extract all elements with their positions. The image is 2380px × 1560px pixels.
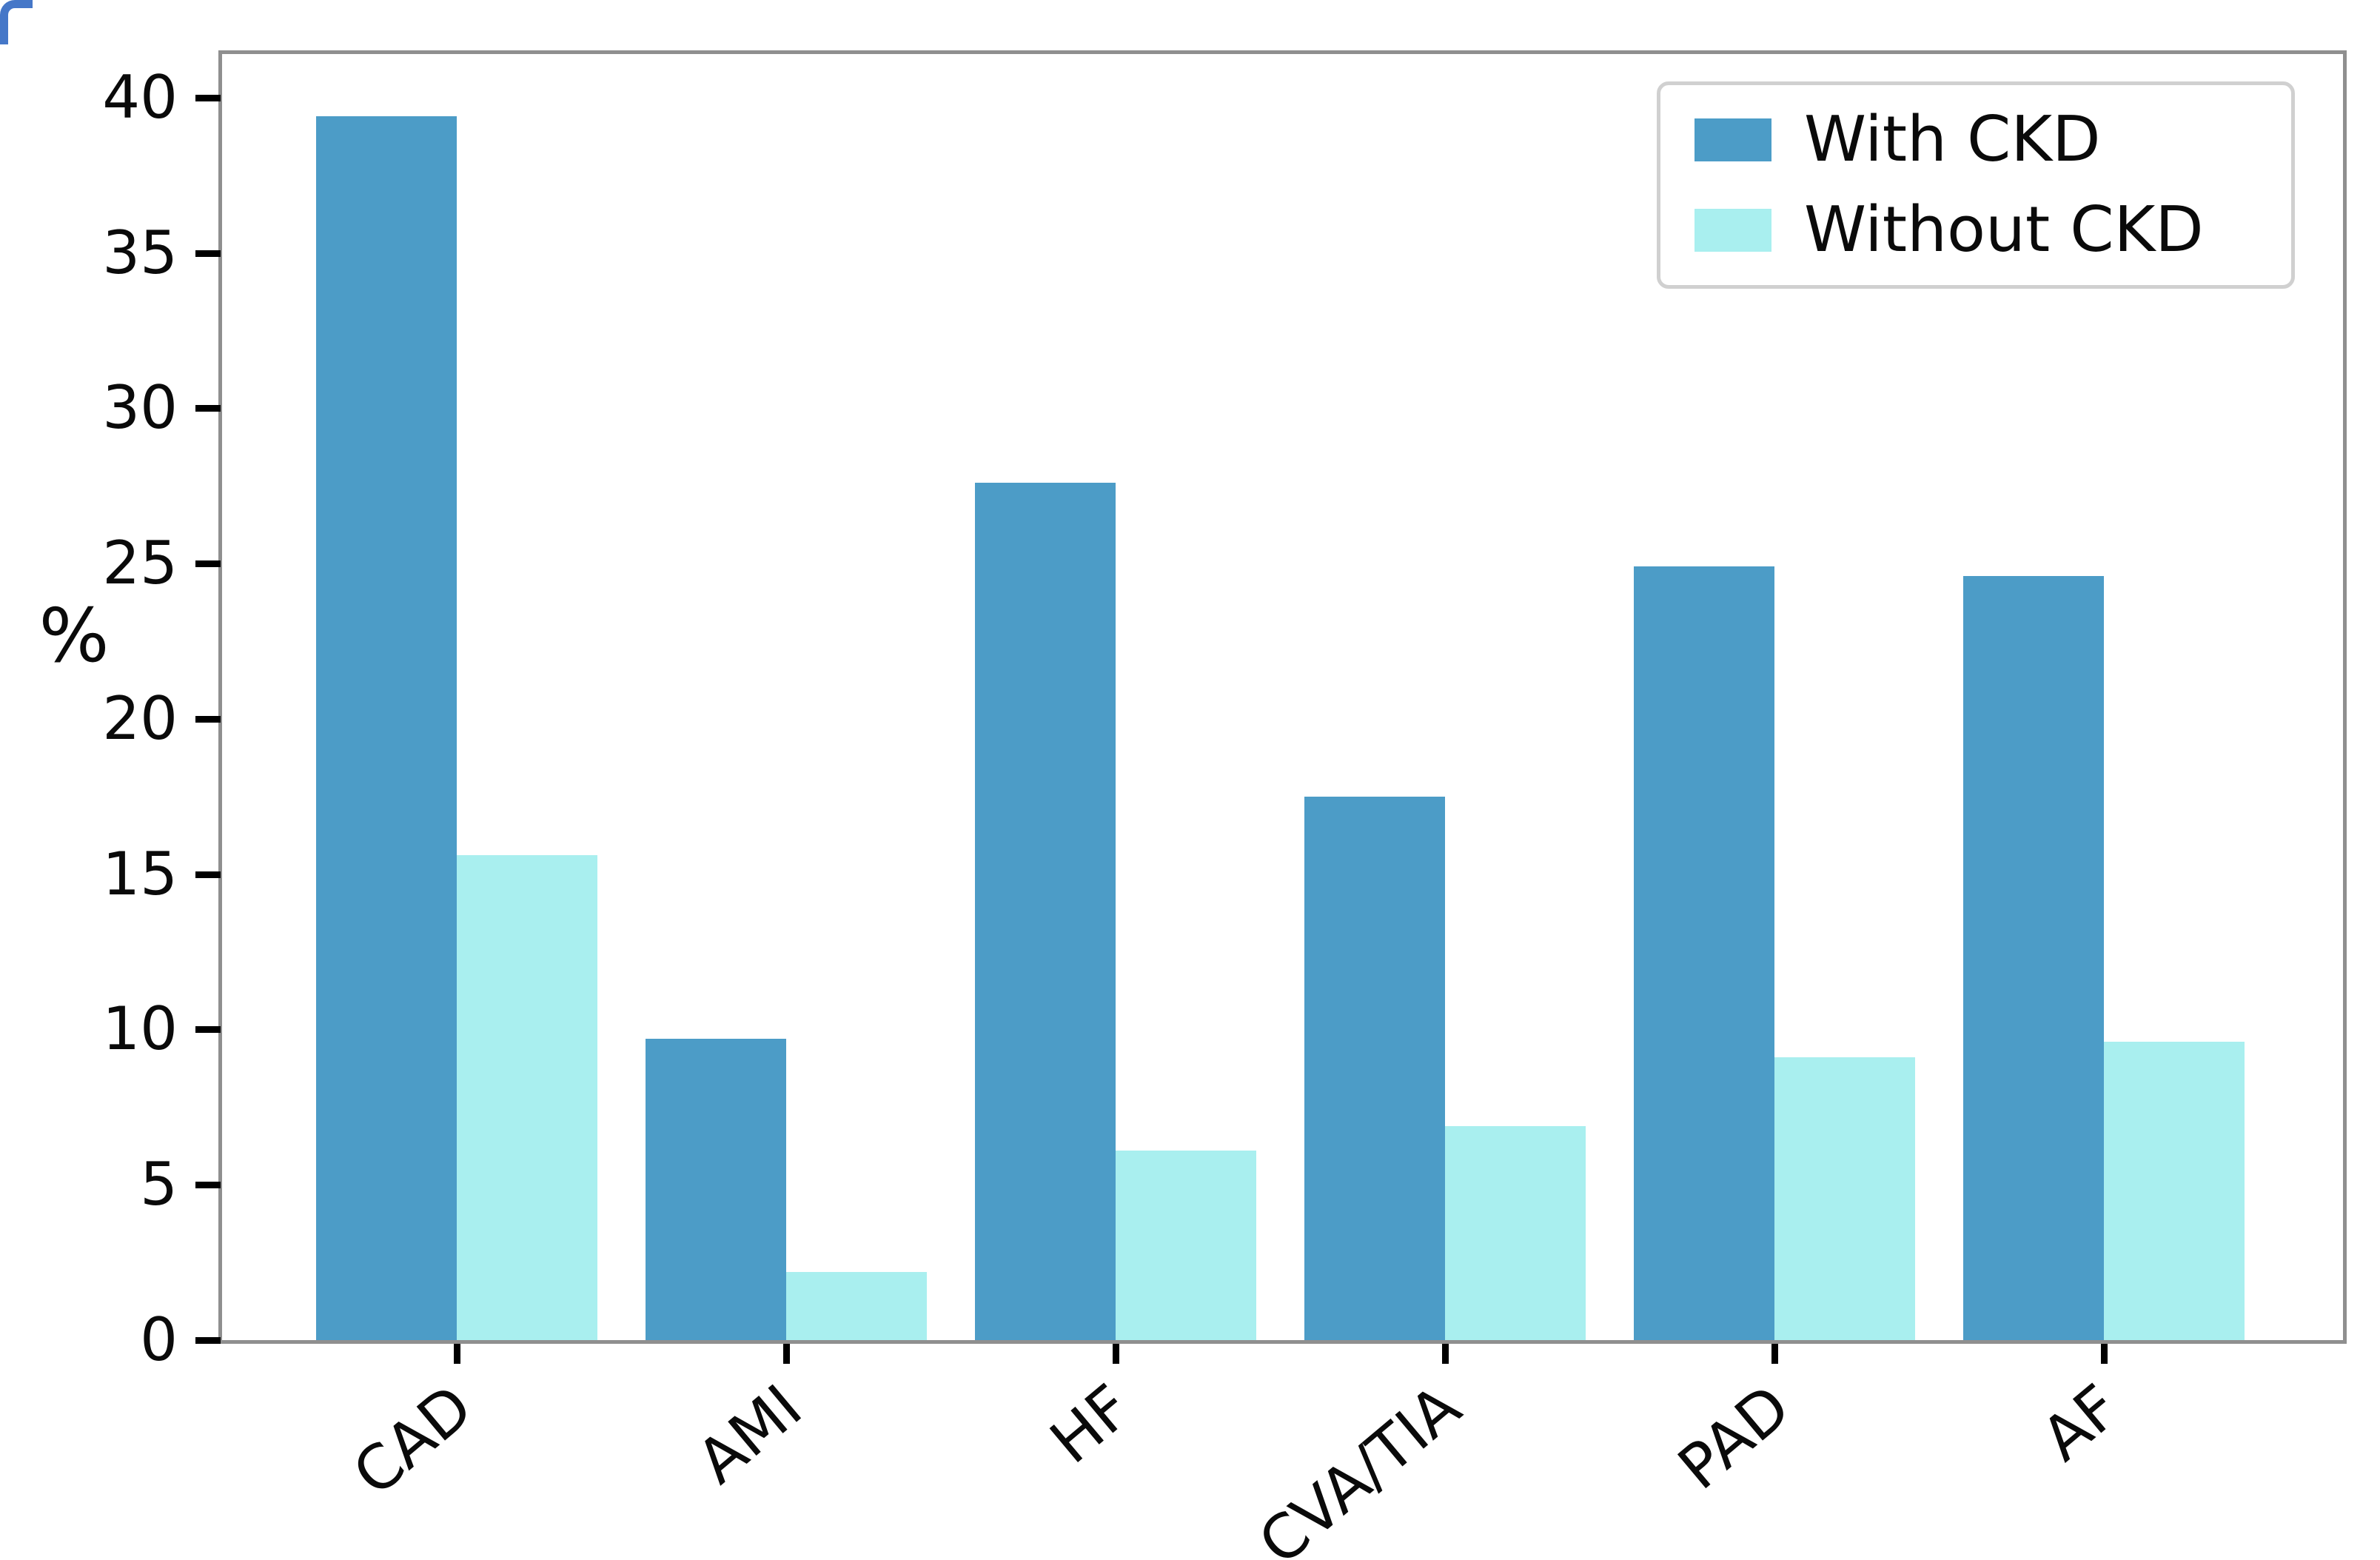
y-tick-label-25: 25 [102, 529, 178, 598]
y-tick-mark [195, 250, 221, 257]
y-tick-mark [195, 94, 221, 101]
x-tick-label-cva-tia: CVA/TIA [1246, 1371, 1475, 1560]
bar-without-ckd-hf [1116, 1151, 1256, 1340]
y-tick-label-15: 15 [102, 839, 178, 908]
x-tick-label-cad: CAD [340, 1371, 486, 1510]
y-tick-label-35: 35 [102, 218, 178, 287]
x-tick-mark [1442, 1344, 1449, 1364]
y-tick-label-10: 10 [102, 994, 178, 1064]
y-axis-label: % [38, 592, 110, 679]
y-tick-label-20: 20 [102, 683, 178, 753]
bar-with-ckd-cad [316, 116, 457, 1340]
x-tick-mark [783, 1344, 790, 1364]
x-tick-label-af: AF [2028, 1371, 2133, 1475]
legend-swatch-with-ckd [1695, 118, 1771, 161]
y-tick-mark [195, 1337, 221, 1344]
bar-with-ckd-hf [975, 483, 1116, 1340]
x-tick-mark [454, 1344, 460, 1364]
x-tick-mark [1771, 1344, 1778, 1364]
x-tick-label-hf: HF [1037, 1371, 1145, 1478]
bar-without-ckd-cad [457, 855, 597, 1340]
y-tick-label-0: 0 [140, 1305, 178, 1374]
bar-with-ckd-cva-tia [1304, 796, 1445, 1340]
legend-label: With CKD [1804, 103, 2101, 176]
x-tick-mark [2101, 1344, 2108, 1364]
y-tick-label-40: 40 [102, 62, 178, 132]
legend-label: Without CKD [1804, 193, 2204, 267]
y-tick-mark [195, 560, 221, 568]
legend-item-with-ckd: With CKD [1695, 104, 2257, 175]
legend: With CKD Without CKD [1657, 81, 2295, 289]
x-tick-mark [1113, 1344, 1119, 1364]
y-tick-mark [195, 715, 221, 723]
bar-with-ckd-pad [1634, 566, 1774, 1340]
bar-without-ckd-ami [786, 1271, 927, 1340]
legend-swatch-without-ckd [1695, 209, 1771, 252]
y-tick-mark [195, 871, 221, 878]
y-tick-label-5: 5 [140, 1150, 178, 1219]
x-tick-label-ami: AMI [684, 1371, 816, 1498]
bar-without-ckd-cva-tia [1445, 1125, 1586, 1340]
bar-with-ckd-ami [646, 1039, 786, 1340]
y-tick-label-30: 30 [102, 373, 178, 443]
figure-border-fragment [0, 0, 33, 44]
y-tick-mark [195, 405, 221, 412]
legend-item-without-ckd: Without CKD [1695, 195, 2257, 266]
x-tick-label-pad: PAD [1665, 1371, 1804, 1504]
y-tick-mark [195, 1182, 221, 1189]
bar-with-ckd-af [1963, 575, 2104, 1340]
y-tick-mark [195, 1026, 221, 1034]
bar-without-ckd-af [2104, 1042, 2245, 1340]
bar-without-ckd-pad [1774, 1057, 1915, 1340]
